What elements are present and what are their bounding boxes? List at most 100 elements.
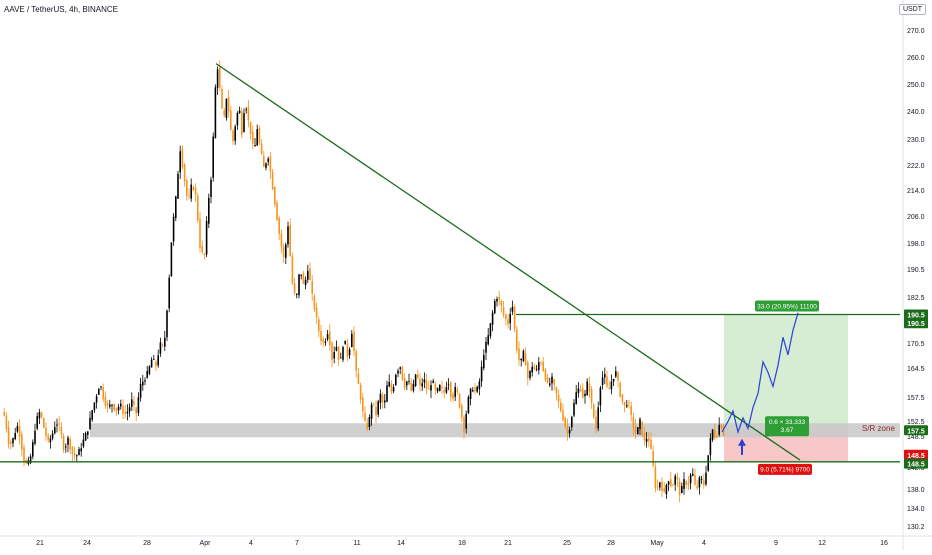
candle-body [553,379,555,385]
candle-body [566,425,569,434]
candle-body [109,404,111,407]
candle-body [403,377,406,388]
candle-body [441,386,443,388]
candle-body [575,392,577,404]
candle-body [582,388,584,398]
candle-body [269,156,272,172]
candle-body [219,67,221,88]
candle-body [335,346,338,351]
candle-body [232,130,234,142]
candle-body [467,396,470,414]
candle-body [342,346,344,360]
candle-body [241,111,243,135]
candle-body [60,427,63,435]
x-tick-label: 24 [83,540,91,547]
candle-body [408,380,410,382]
candle-body [494,301,496,314]
projection-path [721,312,799,435]
candle-body [595,416,597,429]
candle-body [201,246,203,253]
x-tick-label: 7 [295,540,299,547]
candle-body [183,164,186,181]
y-tick-label: 148.5 [907,434,925,441]
candle-body [227,97,230,112]
candle-body [337,346,340,361]
candle-body [249,121,252,134]
candle-body [291,255,294,284]
candle-body [271,171,274,190]
candle-body [478,381,481,390]
candle-body [10,441,12,444]
candle-body [518,348,520,361]
candle-body [368,417,371,428]
candle-body [509,313,511,324]
candle-body [373,403,375,405]
candle-body [694,474,696,485]
candle-body [78,449,80,456]
candle-body [267,158,269,162]
candle-body [12,438,14,444]
candle-body [188,195,190,197]
x-tick-label: May [650,540,664,547]
candle-body [139,383,142,398]
candle-body [491,312,494,325]
candle-body [663,488,665,493]
candle-body [326,333,329,340]
candle-body [276,202,278,221]
candle-body [120,403,122,407]
candle-body [214,87,217,138]
candle-body [56,424,58,426]
candle-body [531,366,533,373]
candle-body [370,404,373,419]
candle-body [676,476,679,480]
candle-body [21,434,23,450]
price-tag-bg [904,458,928,469]
candle-body [329,331,331,346]
candle-body [80,448,82,452]
candle-body [617,372,619,381]
candle-body [450,382,452,397]
price-tag-bg [904,318,928,329]
candle-body [278,217,280,234]
candle-body [610,381,613,390]
candle-body [175,196,177,218]
candle-body [381,394,384,403]
candle-body [298,274,300,296]
candle-body [353,331,355,351]
candle-body [436,388,439,392]
candle-body [221,88,223,109]
candle-body [157,355,159,366]
candle-body [122,406,124,414]
y-tick-label: 214.0 [907,188,925,195]
candle-body [93,402,96,411]
stop-label: 9.0 (5.71%) 9700 [760,467,810,474]
candle-body [324,341,327,343]
candle-body [573,403,575,416]
candle-body [111,404,113,406]
currency-button[interactable]: USDT [898,4,926,15]
candle-body [203,253,206,255]
candle-body [643,433,646,441]
candle-body [170,242,173,277]
price-tag-bg [904,425,928,436]
candle-body [194,187,197,195]
candle-body [641,421,643,436]
candle-body [348,349,351,356]
x-tick-label: 4 [702,540,706,547]
symbol-title: AAVE / TetherUS, 4h, BINANCE [4,5,118,14]
candle-body [489,323,492,337]
candle-body [522,350,525,362]
candle-body [32,442,34,457]
candle-body [626,405,628,407]
candle-body [417,374,419,378]
x-tick-label: 9 [774,540,778,547]
candle-body [199,219,201,248]
candle-body [386,385,388,402]
candle-body [210,179,212,197]
candle-body [318,319,320,332]
candle-body [544,369,547,380]
candle-body [359,384,362,400]
candle-body [58,423,60,425]
